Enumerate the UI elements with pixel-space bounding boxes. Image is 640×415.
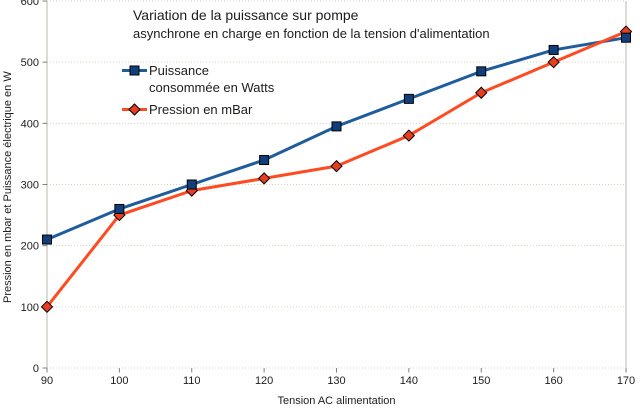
x-axis-title: Tension AC alimentation xyxy=(277,395,396,407)
x-tick-label: 90 xyxy=(41,375,53,387)
data-point-square-puissance xyxy=(42,234,52,245)
legend-label-puissance-line1: Puissance xyxy=(149,63,209,78)
x-tick-label: 120 xyxy=(255,375,273,387)
x-tick-label: 170 xyxy=(617,375,635,387)
legend-square-marker-icon xyxy=(122,65,147,76)
data-point-square-puissance xyxy=(259,155,270,166)
data-point-square-puissance xyxy=(476,66,487,77)
x-tick-label: 100 xyxy=(110,375,128,387)
data-point-diamond-pression xyxy=(40,300,54,314)
data-point-diamond-pression xyxy=(475,86,488,99)
legend-label-puissance: Puissance consommée en Watts xyxy=(149,62,274,96)
x-tick-label: 160 xyxy=(544,375,562,387)
legend-label-pression-line1: Pression en mBar xyxy=(149,102,253,117)
data-point-diamond-pression xyxy=(402,129,416,142)
data-point-square-puissance xyxy=(403,93,414,104)
chart-title-line1: Variation de la puissance sur pompe xyxy=(133,7,359,23)
data-point-square-puissance xyxy=(331,121,342,132)
legend-item-pression: Pression en mBar xyxy=(122,101,252,118)
data-point-square-puissance xyxy=(621,32,631,43)
legend-label-pression: Pression en mBar xyxy=(149,101,252,118)
y-tick-label: 200 xyxy=(21,241,39,253)
x-tick-label: 140 xyxy=(400,375,418,387)
y-axis-title: Pression en mbar et Puissance électrique… xyxy=(2,71,14,303)
y-tick-label: 400 xyxy=(21,118,39,130)
y-tick-label: 500 xyxy=(21,57,39,69)
data-point-square-puissance xyxy=(114,203,125,214)
data-point-square-puissance xyxy=(186,179,197,190)
data-point-diamond-pression xyxy=(547,55,560,69)
y-tick-label: 600 xyxy=(21,0,39,8)
y-tick-label: 100 xyxy=(21,302,39,314)
legend-label-puissance-line2: consommée en Watts xyxy=(149,80,275,95)
x-tick-label: 130 xyxy=(327,375,345,387)
y-tick-label: 0 xyxy=(33,363,39,375)
x-tick-label: 150 xyxy=(472,375,490,387)
chart-title-line2: asynchrone en charge en fonction de la t… xyxy=(133,26,490,41)
legend-diamond-marker-icon xyxy=(122,103,147,116)
legend-item-puissance: Puissance consommée en Watts xyxy=(122,62,274,96)
data-point-diamond-pression xyxy=(257,172,271,185)
x-tick-label: 110 xyxy=(183,375,201,387)
y-tick-label: 300 xyxy=(21,180,39,192)
data-point-diamond-pression xyxy=(330,159,343,173)
data-point-square-puissance xyxy=(548,44,559,55)
